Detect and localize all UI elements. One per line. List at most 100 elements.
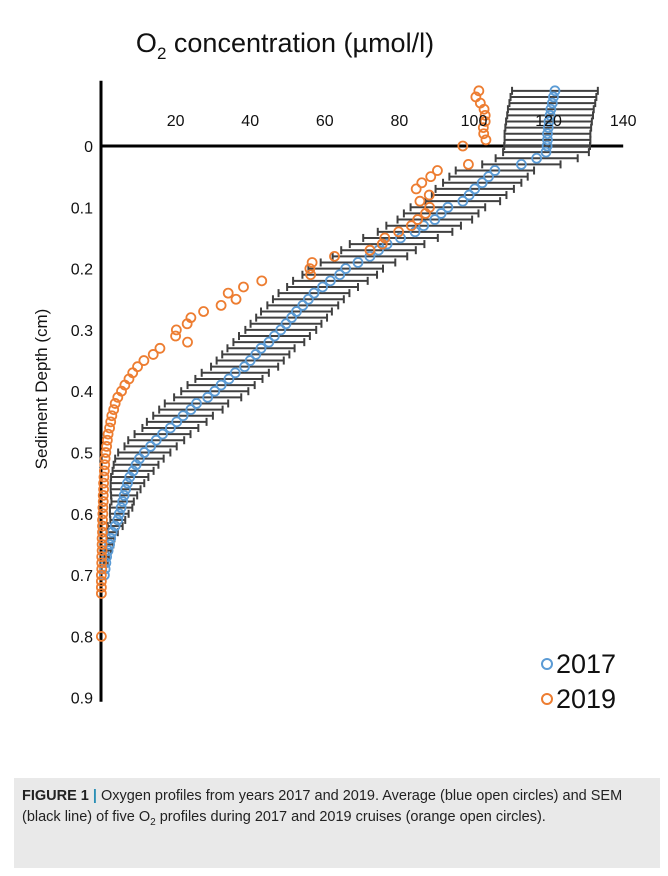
point-2017	[542, 134, 553, 146]
caption-text-a: Oxygen profiles from years 2017 and 2019…	[22, 788, 623, 825]
point-2017	[395, 232, 406, 244]
point-2017	[113, 508, 125, 520]
x-tick-label: 20	[167, 113, 185, 130]
point-2017	[202, 391, 214, 403]
point-2017	[150, 434, 162, 446]
point-2017	[297, 299, 309, 311]
point-2017	[489, 165, 501, 176]
point-2019	[432, 165, 443, 176]
point-2017	[483, 171, 494, 183]
point-2017	[112, 514, 124, 526]
point-2017	[317, 281, 328, 293]
point-2017	[543, 116, 555, 127]
point-2019	[222, 287, 234, 299]
y-tick-label: 0.2	[71, 262, 93, 279]
y-tick-label: 0	[84, 139, 93, 156]
point-2019	[181, 318, 193, 330]
point-2017	[275, 324, 287, 336]
point-2019	[138, 355, 150, 366]
point-2019	[414, 195, 426, 207]
error-bars	[102, 86, 599, 567]
point-2019	[96, 557, 108, 569]
point-2019	[95, 575, 107, 587]
point-2019	[96, 539, 108, 550]
point-2017	[124, 471, 136, 483]
point-2017	[118, 490, 130, 501]
point-2017	[531, 152, 543, 164]
point-2017	[191, 398, 202, 409]
point-2019	[95, 588, 107, 599]
x-tick-label: 40	[241, 113, 259, 130]
point-2019	[480, 134, 492, 146]
point-2019	[256, 275, 268, 287]
title-main: O	[136, 28, 157, 58]
point-2019	[170, 330, 182, 342]
point-2017	[223, 373, 235, 385]
point-2017	[549, 85, 561, 97]
y-axis-title: Sediment Depth (cm)	[32, 309, 51, 470]
point-2017	[364, 250, 376, 262]
point-2019	[98, 471, 110, 483]
point-2019	[478, 128, 490, 140]
point-2019	[108, 404, 120, 415]
point-2019	[478, 103, 490, 115]
point-2019	[477, 122, 489, 134]
point-2017	[157, 428, 168, 440]
caption-separator: |	[92, 788, 97, 804]
point-2017	[352, 257, 364, 268]
x-tick-label: 120	[535, 113, 562, 130]
point-2017	[469, 183, 481, 195]
figure-caption: FIGURE 1 | Oxygen profiles from years 2017…	[22, 786, 652, 833]
point-2019	[98, 477, 110, 489]
point-2019	[97, 496, 109, 507]
legend: 2017 2019	[541, 649, 616, 714]
point-2019	[99, 459, 111, 471]
point-2019	[97, 490, 109, 501]
point-2017	[109, 520, 121, 532]
point-2017	[130, 459, 142, 471]
point-2019	[238, 281, 249, 293]
point-2019	[423, 189, 435, 201]
point-2017	[263, 336, 275, 348]
point-2017	[239, 361, 251, 373]
y-tick-label: 0.5	[71, 446, 93, 463]
point-2019	[215, 299, 227, 311]
y-tick-label: 0.7	[71, 568, 93, 585]
x-tick-label: 140	[610, 113, 637, 130]
point-2017	[117, 496, 129, 507]
point-2019	[96, 545, 108, 556]
axes	[99, 80, 624, 702]
x-tick-label: 100	[461, 113, 488, 130]
point-2019	[416, 177, 428, 189]
caption-box: FIGURE 1 | Oxygen profiles from years 2017…	[14, 778, 660, 868]
point-2017	[429, 214, 441, 225]
point-2017	[381, 238, 393, 250]
y-tick-label: 0.6	[71, 507, 93, 524]
point-2017	[164, 422, 176, 434]
point-2019	[97, 502, 109, 514]
point-2017	[145, 440, 157, 452]
point-2019	[97, 520, 108, 532]
point-2017	[308, 287, 320, 299]
point-2019	[410, 183, 422, 195]
x-tick-label: 80	[391, 113, 409, 130]
point-2017	[102, 545, 114, 556]
y-tick-label: 0.1	[71, 200, 93, 217]
point-2017	[171, 416, 183, 428]
point-2017	[542, 122, 554, 134]
point-2019	[95, 581, 107, 593]
point-2019	[147, 349, 159, 360]
point-2017	[286, 312, 298, 324]
point-2017	[541, 140, 553, 152]
oxygen-profile-chart: O2 concentration (µmol/l) 20 40 60 80 100 120…	[32, 28, 637, 714]
point-2019	[97, 526, 108, 538]
point-2019	[412, 214, 424, 225]
point-2019	[96, 551, 108, 563]
point-2017	[177, 410, 189, 422]
title-subscript: 2	[157, 44, 166, 63]
point-2017	[250, 349, 262, 360]
point-2017	[255, 342, 267, 354]
point-2017	[302, 293, 314, 305]
title-rest: concentration (µmol/l)	[166, 28, 434, 58]
point-2019	[463, 158, 474, 170]
